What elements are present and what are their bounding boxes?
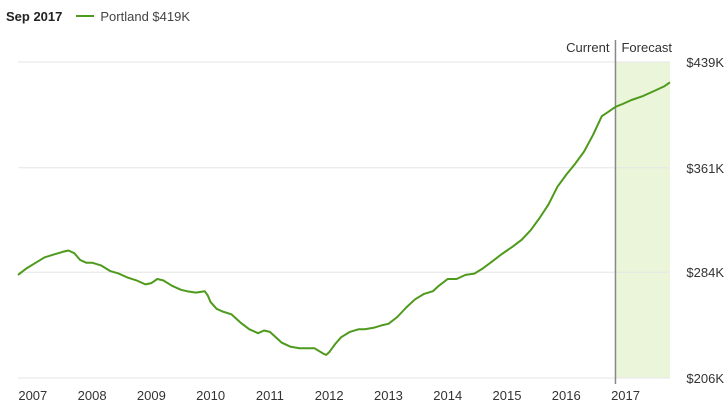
grid-lines bbox=[18, 61, 670, 379]
x-tick-label: 2012 bbox=[315, 388, 344, 403]
legend-series-label: Portland $419K bbox=[100, 8, 190, 24]
forecast-band bbox=[615, 62, 670, 378]
y-tick-label: $284K bbox=[686, 265, 724, 280]
current-label: Current bbox=[566, 40, 610, 55]
series-line-portland bbox=[17, 81, 671, 356]
x-tick-label: 2009 bbox=[137, 388, 166, 403]
legend-swatch bbox=[76, 15, 95, 17]
x-tick-label: 2015 bbox=[493, 388, 522, 403]
y-tick-label: $361K bbox=[686, 161, 724, 176]
x-tick-label: 2010 bbox=[196, 388, 225, 403]
legend-date: Sep 2017 bbox=[6, 8, 63, 24]
x-tick-label: 2008 bbox=[78, 388, 107, 403]
x-tick-label: 2014 bbox=[433, 388, 462, 403]
forecast-label: Forecast bbox=[621, 40, 672, 55]
y-tick-label: $206K bbox=[686, 371, 724, 386]
x-tick-label: 2016 bbox=[552, 388, 581, 403]
y-tick-label: $439K bbox=[686, 55, 724, 70]
x-axis: 2007 2008 2009 2010 2011 2012 2013 2014 2015 2016… bbox=[18, 388, 640, 403]
chart-legend: Sep 2017 Portland $419K bbox=[6, 6, 190, 26]
x-tick-label: 2011 bbox=[256, 388, 284, 403]
y-axis: $439K $361K $284K $206K bbox=[686, 55, 724, 386]
x-tick-label: 2007 bbox=[18, 388, 47, 403]
x-tick-label: 2017 bbox=[611, 388, 640, 403]
x-tick-label: 2013 bbox=[374, 388, 403, 403]
